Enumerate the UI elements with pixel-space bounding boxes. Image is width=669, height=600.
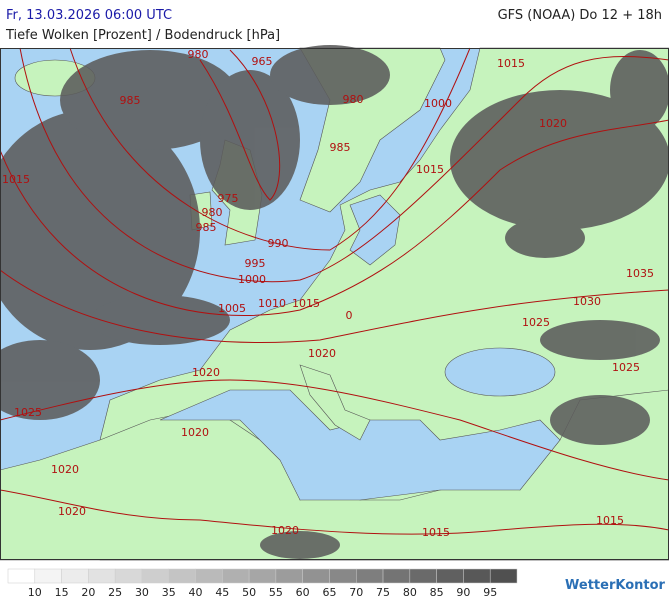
datetime: Fr, 13.03.2026 06:00 UTC <box>6 8 172 23</box>
legend-swatch <box>248 568 277 584</box>
legend-tick-label: 10 <box>28 586 42 599</box>
legend-swatch <box>168 568 196 584</box>
isobar-label: 1015 <box>497 57 525 70</box>
legend-swatch <box>463 568 491 584</box>
isobar-label: 1015 <box>422 526 450 539</box>
isobar-label: 1020 <box>51 463 79 476</box>
legend-swatch <box>222 568 250 584</box>
isobar-label: 1005 <box>218 302 246 315</box>
legend-swatch <box>275 568 303 584</box>
legend-swatch <box>114 568 143 584</box>
isobar-label: 1015 <box>292 297 320 310</box>
isobar-label: 1015 <box>2 173 30 186</box>
isobar-label: 975 <box>218 192 239 205</box>
legend-swatch <box>356 568 384 584</box>
sea-baltic <box>349 194 401 266</box>
legend-swatch <box>34 568 62 584</box>
sea-black <box>444 347 556 397</box>
legend-tick-label: 30 <box>135 586 149 599</box>
legend-swatch <box>382 568 411 584</box>
clouds <box>0 45 669 559</box>
legend-swatch <box>436 568 464 584</box>
isobar-label: 1020 <box>192 366 220 379</box>
legend-tick-label: 90 <box>456 586 470 599</box>
isobar-label: 1025 <box>612 361 640 374</box>
isobar-label: 0 <box>346 309 353 322</box>
isobar-label: 995 <box>245 257 266 270</box>
isobar-label: 1025 <box>522 316 550 329</box>
legend-tick-label: 50 <box>242 586 256 599</box>
land-italy <box>299 364 371 441</box>
isobar-label: 985 <box>120 94 141 107</box>
isobar-label: 1025 <box>14 406 42 419</box>
isobar-label: 1020 <box>181 426 209 439</box>
legend-tick-label: 45 <box>215 586 229 599</box>
isobar-label: 1020 <box>271 524 299 537</box>
legend-tick-label: 25 <box>108 586 122 599</box>
legend-swatch <box>195 568 223 584</box>
legend-swatch <box>302 568 330 584</box>
legend-swatch <box>7 568 36 584</box>
subtitle: Tiefe Wolken [Prozent] / Bodendruck [hPa… <box>5 28 280 43</box>
map <box>0 45 669 561</box>
isobar-label: 965 <box>252 55 273 68</box>
legend-tick-label: 55 <box>269 586 283 599</box>
legend-tick-label: 15 <box>55 586 69 599</box>
isobar-label: 980 <box>202 206 223 219</box>
legend-swatch <box>141 568 169 584</box>
isobar-label: 1000 <box>238 273 266 286</box>
legend-tick-label: 60 <box>296 586 310 599</box>
legend-swatch <box>489 568 518 584</box>
legend-tick-label: 85 <box>430 586 444 599</box>
legend-swatch <box>61 568 89 584</box>
isobars <box>0 47 669 535</box>
legend-swatch <box>88 568 116 584</box>
legend-tick-label: 70 <box>349 586 363 599</box>
logo: WetterKontor <box>565 578 666 593</box>
isobar-label: 1020 <box>539 117 567 130</box>
legend-tick-label: 80 <box>403 586 417 599</box>
sea-mediterranean <box>159 389 561 501</box>
isobar-label: 1015 <box>416 163 444 176</box>
isobar-label: 985 <box>196 221 217 234</box>
isobar-label: 1015 <box>596 514 624 527</box>
legend-tick-label: 95 <box>483 586 497 599</box>
legend-tick-label: 20 <box>81 586 95 599</box>
isobar-label: 980 <box>343 93 364 106</box>
legend-tick-label: 75 <box>376 586 390 599</box>
isobar-label: 1010 <box>258 297 286 310</box>
isobar-label: 1020 <box>308 347 336 360</box>
isobar-label: 990 <box>268 237 289 250</box>
isobar-label: 985 <box>330 141 351 154</box>
isobar-label: 1035 <box>626 267 654 280</box>
legend-tick-label: 65 <box>322 586 336 599</box>
legend-tick-label: 40 <box>189 586 203 599</box>
isobar-label: 980 <box>188 48 209 61</box>
isobar-label: 1030 <box>573 295 601 308</box>
legend-tick-label: 35 <box>162 586 176 599</box>
legend-swatch <box>409 568 437 584</box>
isobar-label: 1020 <box>58 505 86 518</box>
model-run: GFS (NOAA) Do 12 + 18h <box>498 8 662 23</box>
legend-swatch <box>329 568 357 584</box>
isobar-label: 1000 <box>424 97 452 110</box>
